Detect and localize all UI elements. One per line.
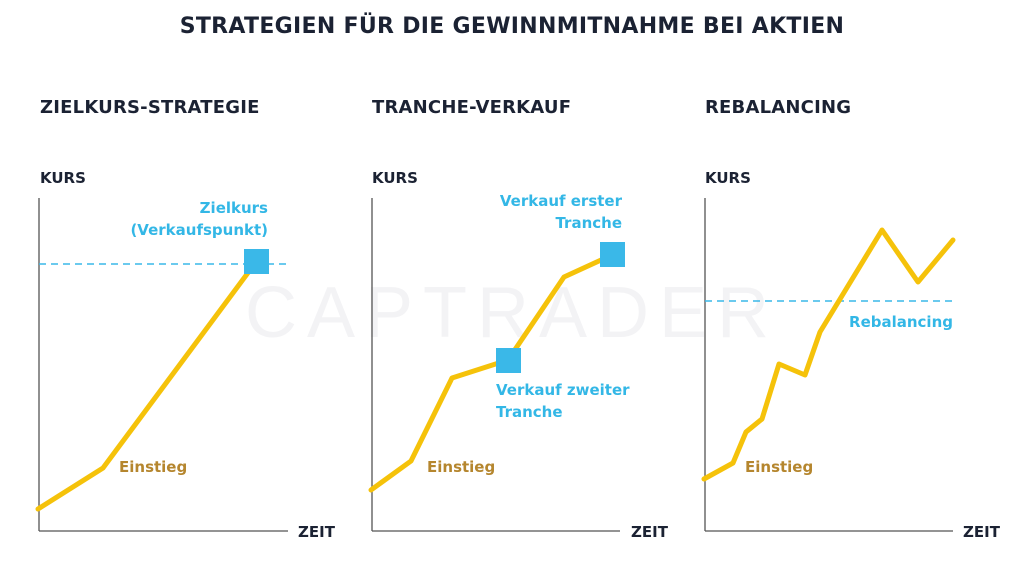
rebalancing-label: Rebalancing [849, 313, 953, 331]
price-line [35, 259, 259, 512]
panel-zielkurs: Zielkurs (Verkaufspunkt) Einstieg [35, 198, 290, 532]
x-axis-label-rebalancing: ZEIT [963, 523, 1000, 541]
panel-title-rebalancing: REBALANCING [705, 97, 852, 118]
y-axis-label-rebalancing: KURS [705, 169, 751, 187]
entry-label: Einstieg [119, 458, 187, 476]
target-label-line-1: Zielkurs [200, 199, 268, 217]
second-tranche-marker [496, 348, 521, 373]
y-axis-label-tranche: KURS [372, 169, 418, 187]
panel-tranche: Verkauf erster Tranche Verkauf zweiter T… [368, 192, 630, 532]
entry-label: Einstieg [745, 458, 813, 476]
panel-rebalancing: Rebalancing Einstieg [701, 198, 956, 532]
x-axis-label-tranche: ZEIT [631, 523, 668, 541]
entry-label: Einstieg [427, 458, 495, 476]
y-axis-label-zielkurs: KURS [40, 169, 86, 187]
panel-title-zielkurs: ZIELKURS-STRATEGIE [40, 97, 260, 118]
panel-title-tranche: TRANCHE-VERKAUF [372, 97, 572, 118]
price-line [701, 227, 956, 482]
sell-point-marker [244, 249, 269, 274]
page-title: STRATEGIEN FÜR DIE GEWINNMITNAHME BEI AK… [179, 14, 845, 39]
second-tranche-label-line-1: Verkauf zweiter [496, 381, 630, 399]
first-tranche-label-line-2: Tranche [555, 214, 622, 232]
target-label-line-2: (Verkaufspunkt) [130, 221, 268, 239]
first-tranche-marker [600, 242, 625, 267]
x-axis-label-zielkurs: ZEIT [298, 523, 335, 541]
watermark: CAPTRADER [244, 273, 780, 353]
first-tranche-label-line-1: Verkauf erster [500, 192, 623, 210]
price-line [368, 252, 615, 493]
second-tranche-label-line-2: Tranche [496, 403, 563, 421]
